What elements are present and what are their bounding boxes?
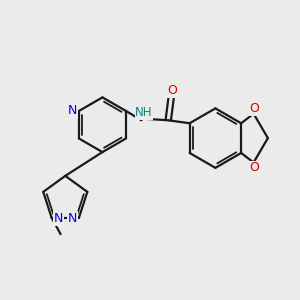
- Text: N: N: [53, 212, 63, 225]
- Text: N: N: [68, 212, 77, 225]
- Text: O: O: [249, 161, 259, 174]
- Text: NH: NH: [135, 106, 153, 119]
- Text: O: O: [167, 84, 177, 97]
- Text: N: N: [68, 104, 77, 117]
- Text: O: O: [249, 102, 259, 115]
